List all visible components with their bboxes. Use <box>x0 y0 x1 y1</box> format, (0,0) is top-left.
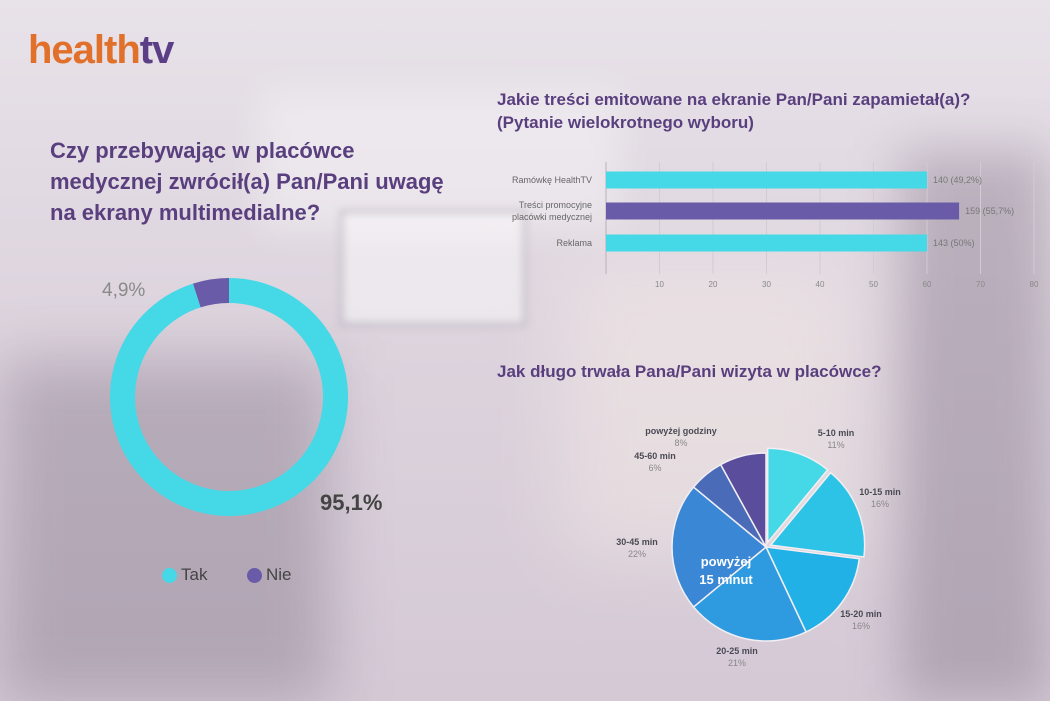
pie-category-label: 5-10 min <box>818 428 855 438</box>
legend-nie: Nie <box>247 565 292 585</box>
bar-category-label: Treści promocyjne <box>519 200 592 210</box>
pie-category-label: 10-15 min <box>859 487 901 497</box>
pie-value-label: 6% <box>648 463 661 473</box>
question-screens-attention: Czy przebywając w placówce medycznej zwr… <box>50 138 444 225</box>
pie-category-label: 45-60 min <box>634 451 676 461</box>
bar-tick-label: 30 <box>762 280 771 289</box>
pie-value-label: 21% <box>728 658 746 668</box>
pie-category-label: 30-45 min <box>616 537 658 547</box>
bar-category-label: placówki medycznej <box>512 212 592 222</box>
pie-category-label: 15-20 min <box>840 609 882 619</box>
donut-label-nie: 4,9% <box>102 280 145 301</box>
pie-category-label: 20-25 min <box>716 646 758 656</box>
pie-slice <box>719 452 767 548</box>
pie-slice <box>766 447 829 545</box>
bar-value-label: 140 (49,2%) <box>933 175 982 185</box>
pie-center-label: 15 minut <box>699 572 753 587</box>
legend-tak-swatch <box>162 567 177 583</box>
legend-nie-label: Nie <box>266 565 292 584</box>
question-content-line1: Jakie treści emitowane na ekranie Pan/Pa… <box>497 90 971 109</box>
bar-category-label: Reklama <box>556 238 592 248</box>
question-visit-duration: Jak długo trwała Pana/Pani wizyta w plac… <box>497 362 882 381</box>
pie-category-label: powyżej godziny <box>645 426 717 436</box>
pie-value-label: 11% <box>827 440 844 450</box>
donut-label-tak: 95,1% <box>320 490 382 515</box>
bar-tick-label: 40 <box>816 280 825 289</box>
donut-slice-nie <box>192 278 229 308</box>
pie-value-label: 16% <box>852 621 870 631</box>
question-content-line2: (Pytanie wielokrotnego wyboru) <box>497 113 754 132</box>
pie-value-label: 22% <box>628 549 646 559</box>
bar-value-label: 159 (55,7%) <box>965 206 1014 216</box>
legend-tak-label: Tak <box>181 565 208 584</box>
bar-tick-label: 60 <box>923 280 932 289</box>
bar <box>606 234 927 252</box>
legend-tak: Tak <box>162 565 207 585</box>
healthtv-logo: healthtv <box>28 28 174 72</box>
pie-slice <box>764 546 861 634</box>
pie-value-label: 8% <box>674 438 687 448</box>
pie-center-label: powyżej <box>701 554 752 569</box>
pie-slice <box>692 545 808 642</box>
pie-slice <box>769 471 866 558</box>
bar-tick-label: 50 <box>869 280 878 289</box>
bar-value-label: 143 (50%) <box>933 238 975 248</box>
bar-tick-label: 10 <box>655 280 664 289</box>
bar <box>606 202 960 220</box>
legend-nie-swatch <box>247 567 262 583</box>
pie-slice <box>671 486 768 608</box>
bar-category-label: Ramówkę HealthTV <box>512 175 592 185</box>
bar <box>606 171 927 189</box>
bar-tick-label: 70 <box>976 280 985 289</box>
bar-tick-label: 80 <box>1030 280 1039 289</box>
bar-tick-label: 20 <box>709 280 718 289</box>
pie-value-label: 16% <box>871 499 889 509</box>
question-content-remembered: Jakie treści emitowane na ekranie Pan/Pa… <box>497 88 1047 134</box>
